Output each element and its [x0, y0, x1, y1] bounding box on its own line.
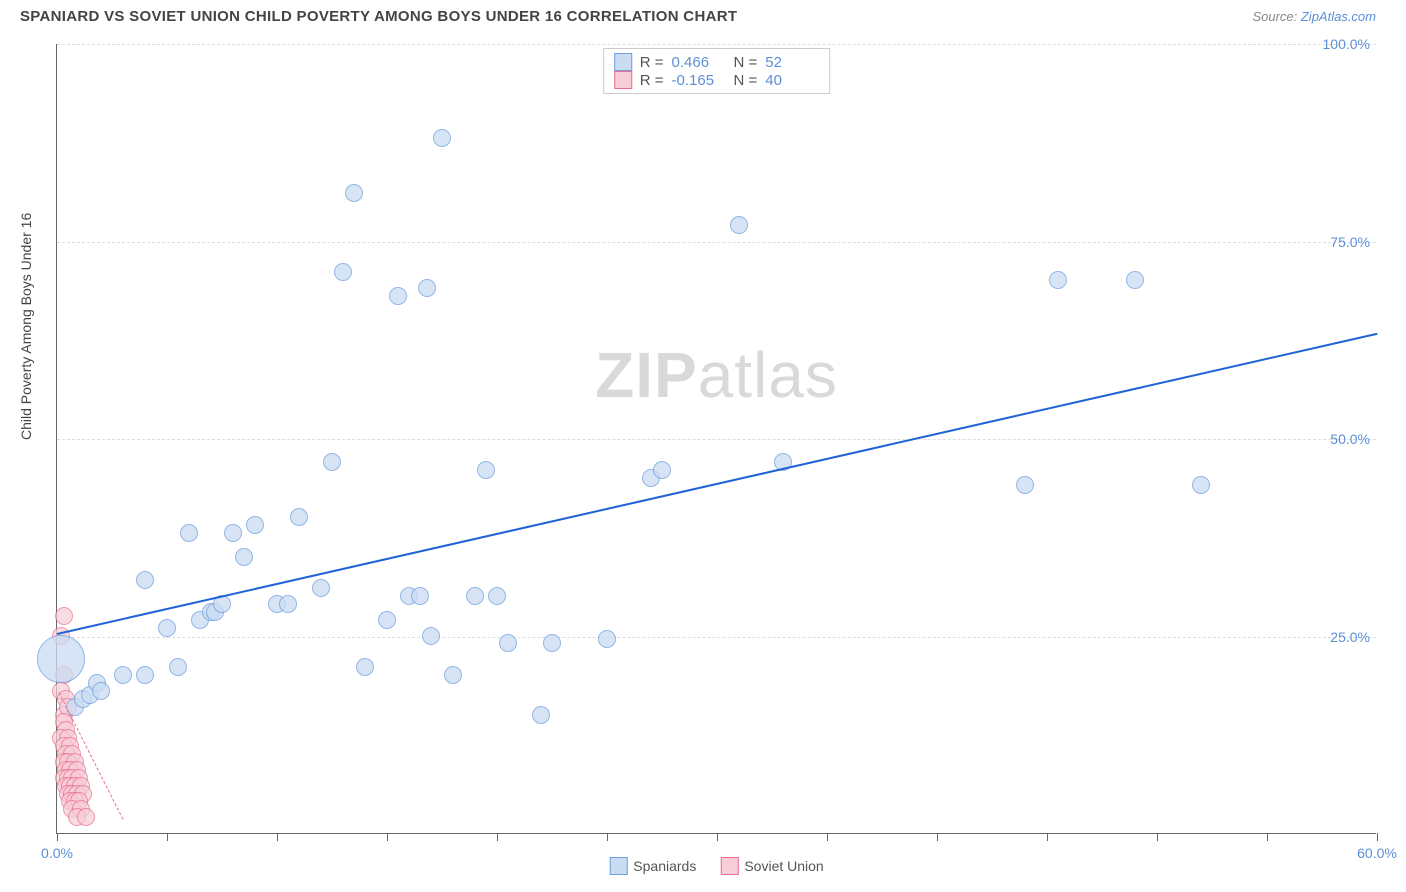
- swatch-soviet: [614, 71, 632, 89]
- n-label: N =: [734, 54, 758, 71]
- point-spaniards: [488, 587, 506, 605]
- y-tick-label: 75.0%: [1330, 234, 1370, 250]
- x-tick: [937, 833, 938, 841]
- point-spaniards: [444, 666, 462, 684]
- point-spaniards: [246, 516, 264, 534]
- watermark: ZIPatlas: [595, 338, 838, 412]
- y-tick-label: 100.0%: [1323, 36, 1370, 52]
- gridline-h: [57, 44, 1376, 45]
- x-tick: [827, 833, 828, 841]
- trend-line: [57, 332, 1377, 634]
- r-label: R =: [640, 72, 664, 89]
- point-spaniards: [334, 263, 352, 281]
- x-tick: [1157, 833, 1158, 841]
- x-tick: [57, 833, 58, 841]
- chart-area: ZIPatlas R = 0.466 N = 52 R = -0.165 N =…: [56, 44, 1376, 844]
- point-spaniards: [356, 658, 374, 676]
- point-spaniards: [323, 453, 341, 471]
- corr-row-spaniards: R = 0.466 N = 52: [614, 53, 820, 71]
- point-spaniards: [433, 129, 451, 147]
- legend-item-spaniards: Spaniards: [609, 857, 696, 875]
- point-spaniards: [598, 630, 616, 648]
- x-tick-label: 60.0%: [1357, 845, 1397, 861]
- point-spaniards: [653, 461, 671, 479]
- point-spaniards: [466, 587, 484, 605]
- point-spaniards: [1049, 271, 1067, 289]
- point-spaniards: [543, 634, 561, 652]
- n-label: N =: [734, 72, 758, 89]
- point-spaniards: [532, 706, 550, 724]
- point-spaniards: [235, 548, 253, 566]
- legend-item-soviet: Soviet Union: [720, 857, 823, 875]
- point-spaniards: [345, 184, 363, 202]
- n-value-soviet: 40: [765, 72, 819, 89]
- point-spaniards: [422, 627, 440, 645]
- y-axis-title: Child Poverty Among Boys Under 16: [18, 213, 34, 440]
- legend-swatch-spaniards: [609, 857, 627, 875]
- watermark-zip: ZIP: [595, 339, 698, 411]
- plot-area: ZIPatlas R = 0.466 N = 52 R = -0.165 N =…: [56, 44, 1376, 834]
- point-spaniards: [114, 666, 132, 684]
- point-spaniards: [730, 216, 748, 234]
- r-label: R =: [640, 54, 664, 71]
- point-spaniards: [411, 587, 429, 605]
- x-tick: [717, 833, 718, 841]
- x-tick: [607, 833, 608, 841]
- point-spaniards: [418, 279, 436, 297]
- x-tick: [387, 833, 388, 841]
- source: Source: ZipAtlas.com: [1252, 9, 1376, 24]
- point-spaniards: [158, 619, 176, 637]
- gridline-h: [57, 637, 1376, 638]
- point-spaniards: [1126, 271, 1144, 289]
- point-spaniards: [92, 682, 110, 700]
- source-name: ZipAtlas.com: [1301, 9, 1376, 24]
- gridline-h: [57, 242, 1376, 243]
- n-value-spaniards: 52: [765, 54, 819, 71]
- watermark-atlas: atlas: [698, 339, 838, 411]
- x-tick: [1047, 833, 1048, 841]
- r-value-soviet: -0.165: [672, 72, 726, 89]
- chart-title: SPANIARD VS SOVIET UNION CHILD POVERTY A…: [20, 8, 737, 25]
- point-spaniards: [224, 524, 242, 542]
- point-spaniards: [378, 611, 396, 629]
- x-tick: [497, 833, 498, 841]
- point-spaniards: [136, 666, 154, 684]
- point-spaniards: [477, 461, 495, 479]
- source-label: Source:: [1252, 9, 1300, 24]
- legend-label-soviet: Soviet Union: [744, 858, 823, 874]
- y-tick-label: 25.0%: [1330, 629, 1370, 645]
- corr-row-soviet: R = -0.165 N = 40: [614, 71, 820, 89]
- point-soviet: [55, 607, 73, 625]
- point-spaniards: [136, 571, 154, 589]
- swatch-spaniards: [614, 53, 632, 71]
- point-spaniards: [180, 524, 198, 542]
- gridline-h: [57, 439, 1376, 440]
- chart-header: SPANIARD VS SOVIET UNION CHILD POVERTY A…: [0, 0, 1406, 29]
- legend-label-spaniards: Spaniards: [633, 858, 696, 874]
- point-spaniards: [389, 287, 407, 305]
- point-spaniards: [290, 508, 308, 526]
- x-tick: [1377, 833, 1378, 841]
- series-legend: Spaniards Soviet Union: [609, 857, 823, 875]
- point-spaniards: [169, 658, 187, 676]
- point-spaniards: [499, 634, 517, 652]
- point-spaniards: [279, 595, 297, 613]
- point-spaniards: [312, 579, 330, 597]
- legend-swatch-soviet: [720, 857, 738, 875]
- x-tick: [167, 833, 168, 841]
- point-spaniards: [1192, 476, 1210, 494]
- r-value-spaniards: 0.466: [672, 54, 726, 71]
- point-spaniards: [1016, 476, 1034, 494]
- correlation-legend: R = 0.466 N = 52 R = -0.165 N = 40: [603, 48, 831, 94]
- point-soviet: [77, 808, 95, 826]
- x-tick: [277, 833, 278, 841]
- x-tick-label: 0.0%: [41, 845, 73, 861]
- x-tick: [1267, 833, 1268, 841]
- y-tick-label: 50.0%: [1330, 431, 1370, 447]
- point-spaniards: [37, 635, 85, 683]
